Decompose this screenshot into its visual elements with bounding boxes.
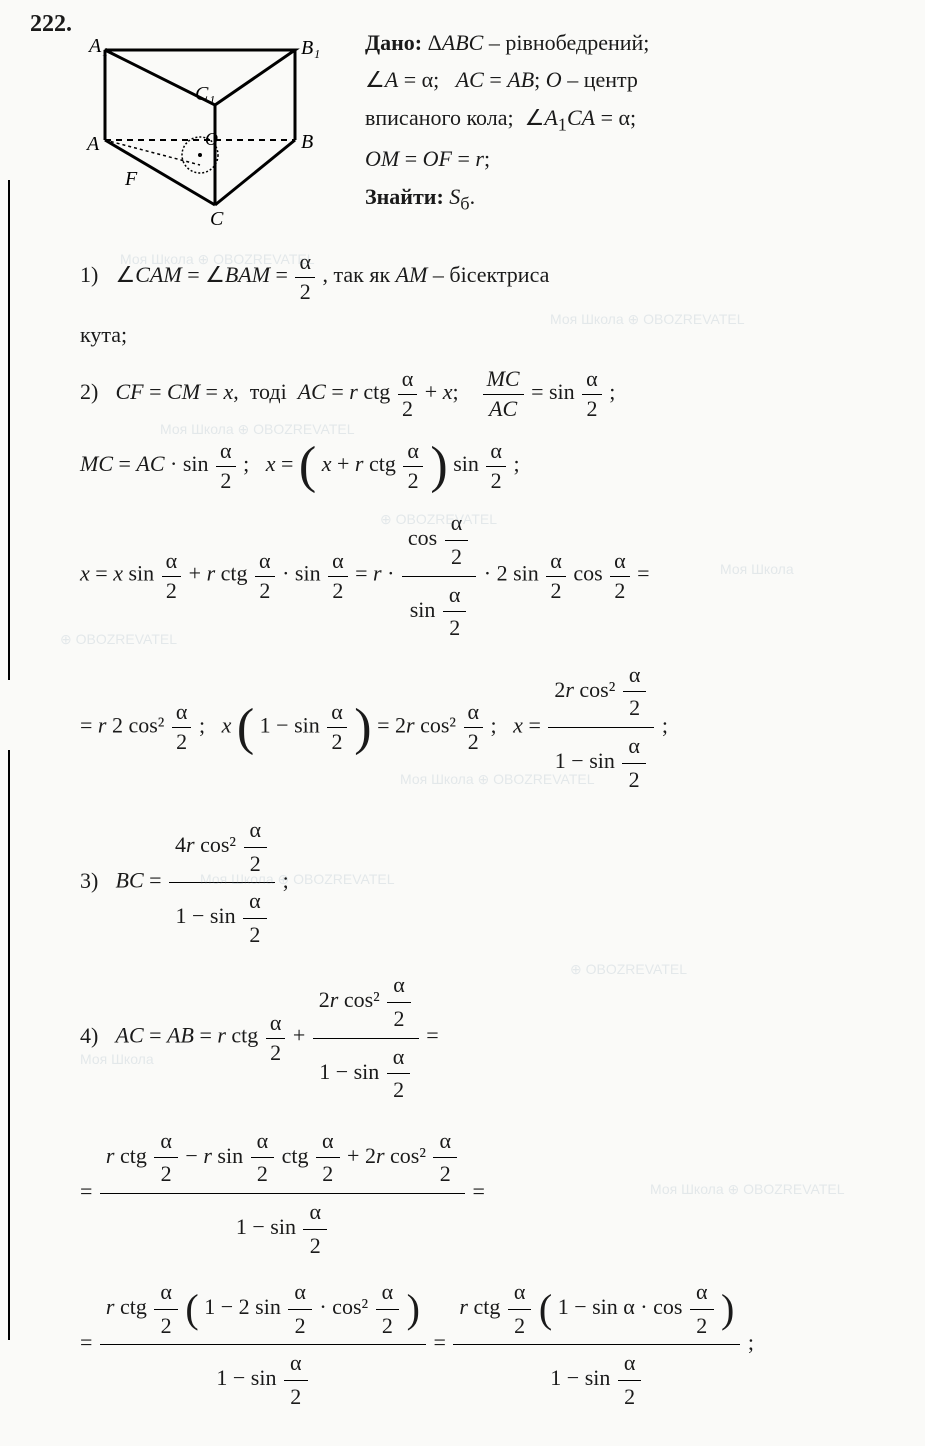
given-line-2: вписаного кола; ∠A1CA = α;: [365, 105, 636, 130]
prism-diagram: A₁ B₁ C₁ A B C F O: [85, 30, 345, 230]
frac-4c1: r ctg α2 ( 1 − 2 sin α2 · cos² α2 ) 1 − …: [100, 1274, 426, 1415]
step2-line3: x = x sin α2 + r ctg α2 · sin α2 = r · c…: [80, 505, 895, 646]
page-margin-rule-2: [8, 750, 10, 1340]
step4-line2: = r ctg α2 − r sin α2 ctg α2 + 2r cos² α…: [80, 1123, 895, 1264]
given-line-3: OM = OF = r;: [365, 146, 490, 171]
frac-4b: r ctg α2 − r sin α2 ctg α2 + 2r cos² α2 …: [100, 1123, 465, 1264]
svg-text:B₁: B₁: [301, 37, 320, 59]
svg-text:A: A: [85, 133, 100, 155]
step2-line4: = r 2 cos² α2 ; x ( 1 − sin α2 ) = 2r co…: [80, 657, 895, 798]
step3-num: 3): [80, 866, 110, 897]
step1-num: 1): [80, 260, 110, 291]
svg-text:A₁: A₁: [87, 35, 108, 57]
frac-4c2: r ctg α2 ( 1 − sin α · cos α2 ) 1 − sin …: [453, 1274, 740, 1415]
problem-number: 222.: [30, 8, 72, 42]
frac-alpha2-1: α2: [295, 248, 315, 306]
given-line-1: ∠A = α; AC = AB; O – центр: [365, 67, 638, 92]
step-3: 3) BC = 4r cos² α2 1 − sin α2 ;: [80, 812, 895, 953]
step1-a: ∠CAM = ∠BAM =: [116, 262, 294, 287]
step2-b: + x;: [425, 379, 475, 404]
step-2: 2) CF = CM = x, тоді AC = r ctg α2 + x; …: [80, 365, 895, 423]
step2-c: = sin: [531, 379, 580, 404]
frac-x-result: 2r cos² α2 1 − sin α2: [548, 657, 654, 798]
step2-num: 2): [80, 377, 110, 408]
step4-line3: = r ctg α2 ( 1 − 2 sin α2 · cos² α2 ) 1 …: [80, 1274, 895, 1415]
find-label: Знайти:: [365, 184, 444, 209]
step-4: 4) AC = AB = r ctg α2 + 2r cos² α2 1 − s…: [80, 967, 895, 1108]
svg-text:O: O: [205, 129, 218, 149]
top-row: A₁ B₁ C₁ A B C F O Дано: ΔABC – рівнобед…: [30, 20, 895, 230]
frac-cos-sin: cos α2 sin α2: [402, 505, 476, 646]
given-line-0: ΔABC – рівнобедрений;: [428, 30, 650, 55]
step4-num: 4): [80, 1021, 110, 1052]
page-margin-rule-1: [8, 180, 10, 680]
given-label: Дано:: [365, 30, 422, 55]
step-1: 1) ∠CAM = ∠BAM = α2 , так як AM – бісект…: [80, 248, 895, 306]
step2-line2: MC = AC · sin α2 ; x = ( x + r ctg α2 ) …: [80, 437, 895, 495]
svg-text:F: F: [124, 168, 138, 190]
step2-d: ;: [609, 379, 615, 404]
step2-a: CF = CM = x, тоді AC = r ctg: [116, 379, 396, 404]
step1-c: кута;: [80, 320, 895, 351]
svg-text:B: B: [301, 131, 313, 153]
find-value: Sб.: [449, 184, 475, 209]
frac-a2-2b: α2: [582, 365, 602, 423]
step1-b: , так як AM – бісектриса: [322, 262, 549, 287]
frac-a2-2a: α2: [398, 365, 418, 423]
frac-bc: 4r cos² α2 1 − sin α2: [169, 812, 275, 953]
svg-text:C₁: C₁: [195, 83, 215, 105]
given-block: Дано: ΔABC – рівнобедрений; ∠A = α; AC =…: [365, 20, 649, 219]
svg-text:C: C: [210, 208, 224, 230]
frac-4a: 2r cos² α2 1 − sin α2: [313, 967, 419, 1108]
frac-mcac: MCAC: [483, 365, 524, 423]
